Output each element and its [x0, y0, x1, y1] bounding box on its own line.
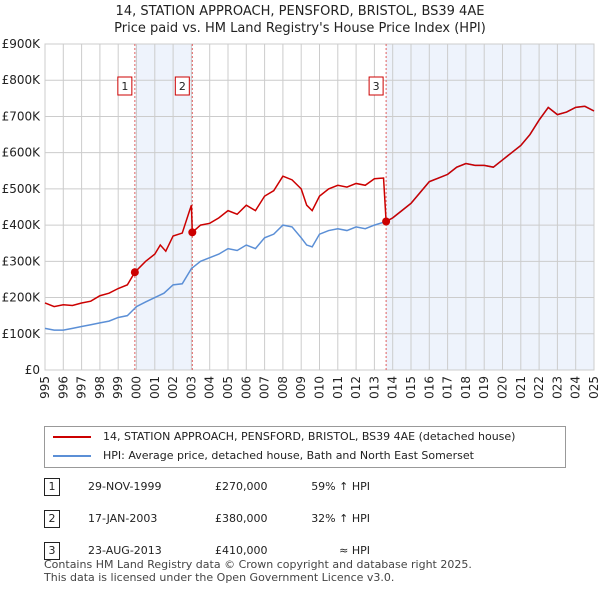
- footer-line: Contains HM Land Registry data © Crown c…: [44, 558, 472, 571]
- sale-point: [382, 217, 391, 226]
- x-tick-label: 2000: [130, 376, 144, 400]
- x-tick-label: 1996: [56, 376, 70, 400]
- x-tick-label: 2004: [203, 376, 217, 400]
- plot-border: [44, 43, 595, 371]
- chart-title: 14, STATION APPROACH, PENSFORD, BRISTOL,…: [115, 4, 485, 19]
- price-paid-line: [44, 105, 595, 308]
- x-tick-label: 2023: [550, 376, 564, 400]
- plot-area: £0 £100K £200K £300K £400K £500K £600K £700K £80…: [2, 37, 600, 400]
- sale-date: 23-AUG-2013: [88, 544, 162, 557]
- sale-date: 17-JAN-2003: [88, 512, 158, 525]
- sale-point: [130, 268, 139, 277]
- sale-row: 2 17-JAN-2003 £380,000 32% ↑ HPI: [0, 510, 600, 528]
- x-tick-label: 2005: [221, 376, 235, 400]
- sale-date: 29-NOV-1999: [88, 480, 162, 493]
- x-tick-label: 2020: [496, 376, 510, 400]
- sale-price: £380,000: [215, 512, 268, 525]
- sale-label: 3: [373, 80, 380, 93]
- y-tick-label: £900K: [2, 37, 42, 51]
- x-tick-label: 2019: [477, 376, 491, 400]
- x-tick-label: 2021: [514, 376, 528, 400]
- sale-point: [188, 228, 197, 237]
- sale-price: £410,000: [215, 544, 268, 557]
- footer-line: This data is licensed under the Open Gov…: [44, 571, 395, 584]
- x-tick-label: 2007: [258, 376, 272, 400]
- x-tick-label: 2010: [313, 376, 327, 400]
- sale-hpi-comparison: ≈ HPI: [339, 544, 370, 557]
- x-tick-label: 1998: [93, 376, 107, 400]
- x-tick-label: 2008: [276, 376, 290, 400]
- x-tick-label: 1999: [111, 376, 125, 400]
- x-tick-label: 2001: [148, 376, 162, 400]
- sale-number: 2: [44, 510, 60, 528]
- sale-label-box: [368, 76, 384, 96]
- x-tick-label: 2006: [239, 376, 253, 400]
- sale-number: 3: [44, 542, 60, 560]
- sale-row: 1 29-NOV-1999 £270,000 59% ↑ HPI: [0, 478, 600, 496]
- x-tick-label: 2012: [349, 376, 363, 400]
- y-tick-label: £500K: [2, 182, 42, 196]
- y-tick-label: £100K: [2, 327, 42, 341]
- legend-red-line: [53, 435, 91, 438]
- y-tick-label: £400K: [2, 218, 42, 232]
- x-tick-label: 2022: [532, 376, 546, 400]
- y-tick-label: £600K: [2, 146, 42, 160]
- chart-subtitle: Price paid vs. HM Land Registry's House …: [114, 21, 486, 36]
- legend-blue-line: [53, 454, 91, 457]
- legend-label-property: 14, STATION APPROACH, PENSFORD, BRISTOL,…: [103, 430, 516, 443]
- x-tick-label: 2011: [331, 376, 345, 400]
- sale-hpi-comparison: 59% ↑ HPI: [311, 480, 370, 493]
- shaded-period: [386, 44, 594, 370]
- y-tick-label: £800K: [2, 73, 42, 87]
- x-tick-label: 2009: [294, 376, 308, 400]
- y-tick-label: £200K: [2, 291, 42, 305]
- x-tick-label: 2025: [587, 376, 600, 400]
- x-tick-label: 1997: [75, 376, 89, 400]
- x-tick-label: 2024: [569, 376, 583, 400]
- x-tick-label: 1995: [38, 376, 52, 400]
- sale-number: 1: [44, 478, 60, 496]
- footer: Contains HM Land Registry data © Crown c…: [44, 558, 472, 584]
- x-tick-label: 2013: [367, 376, 381, 400]
- legend-label-hpi: HPI: Average price, detached house, Bath…: [103, 449, 474, 462]
- y-tick-label: £700K: [2, 109, 42, 123]
- x-tick-label: 2014: [386, 376, 400, 400]
- y-tick-label: £0: [25, 363, 40, 377]
- sale-label-box: [117, 76, 133, 96]
- sale-hpi-comparison: 32% ↑ HPI: [311, 512, 370, 525]
- x-tick-label: 2018: [459, 376, 473, 400]
- x-tick-label: 2015: [404, 376, 418, 400]
- x-tick-label: 2002: [166, 376, 180, 400]
- x-tick-label: 2016: [422, 376, 436, 400]
- x-tick-label: 2017: [441, 376, 455, 400]
- sale-label-box: [174, 76, 190, 96]
- sale-row: 3 23-AUG-2013 £410,000 ≈ HPI: [0, 542, 600, 560]
- sale-label: 2: [179, 80, 186, 93]
- y-tick-label: £300K: [2, 254, 42, 268]
- x-tick-label: 2003: [184, 376, 198, 400]
- shaded-period: [134, 44, 193, 370]
- legend: 14, STATION APPROACH, PENSFORD, BRISTOL,…: [44, 426, 566, 468]
- sale-label: 1: [121, 80, 128, 93]
- sale-price: £270,000: [215, 480, 268, 493]
